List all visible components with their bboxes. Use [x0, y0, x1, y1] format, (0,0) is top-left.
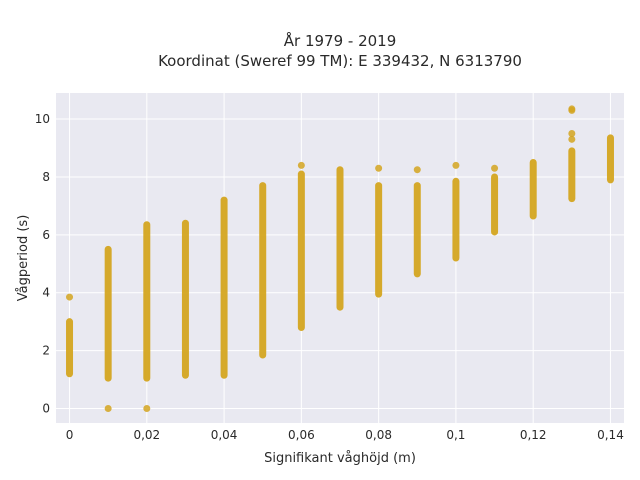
x-tick-labels: 0 0,02 0,04 0,06 0,08 0,1 0,12 0,14 — [66, 428, 624, 442]
y-axis-label: Vågperiod (s) — [16, 215, 31, 302]
x-tick-label: 0,08 — [365, 428, 392, 442]
x-tick-label: 0,04 — [211, 428, 238, 442]
y-tick-label: 2 — [42, 344, 50, 358]
data-point — [143, 405, 151, 413]
y-tick-label: 8 — [42, 170, 50, 184]
x-tick-label: 0,12 — [520, 428, 547, 442]
data-point-range — [413, 182, 421, 278]
data-point — [568, 130, 576, 138]
data-point-range — [491, 173, 499, 236]
y-tick-label: 0 — [42, 402, 50, 416]
x-tick-label: 0,1 — [446, 428, 465, 442]
data-point — [104, 405, 112, 413]
data-point-range — [606, 134, 614, 184]
x-tick-label: 0,02 — [133, 428, 160, 442]
data-point-range — [568, 147, 576, 203]
data-point — [375, 164, 383, 172]
x-tick-label: 0,14 — [597, 428, 624, 442]
y-tick-label: 10 — [35, 112, 50, 126]
y-tick-label: 6 — [42, 228, 50, 242]
y-tick-label: 4 — [42, 286, 50, 300]
data-point — [413, 166, 421, 174]
data-point — [491, 164, 499, 172]
data-point-range — [66, 318, 74, 378]
data-point-range — [143, 221, 151, 382]
data-point-range — [336, 166, 344, 311]
data-points — [66, 105, 614, 413]
data-point-range — [259, 182, 267, 359]
data-point-range — [375, 182, 383, 298]
x-axis-label: Signifikant våghöjd (m) — [264, 451, 416, 466]
data-point-range — [220, 196, 228, 379]
data-point-range — [452, 177, 460, 262]
data-point-range — [181, 219, 189, 379]
data-point — [66, 293, 74, 301]
x-tick-label: 0,06 — [288, 428, 315, 442]
data-point — [568, 105, 576, 113]
chart-title: År 1979 - 2019 — [284, 31, 397, 50]
data-point — [568, 135, 576, 143]
x-tick-label: 0 — [66, 428, 74, 442]
y-tick-labels: 0 2 4 6 8 10 — [35, 112, 50, 415]
chart-subtitle: Koordinat (Sweref 99 TM): E 339432, N 63… — [158, 52, 522, 70]
data-point — [452, 161, 460, 169]
data-point-range — [104, 245, 112, 382]
data-point-range — [529, 158, 537, 220]
data-point — [297, 161, 305, 169]
data-point-range — [297, 170, 305, 331]
